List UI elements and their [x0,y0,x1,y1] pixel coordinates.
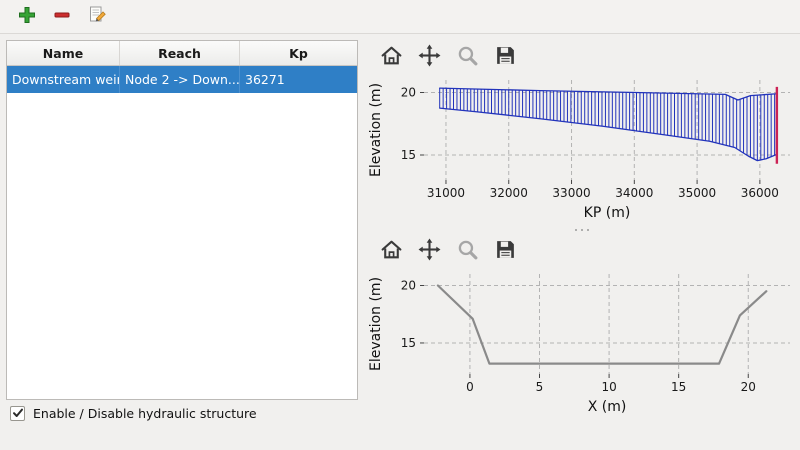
svg-text:35000: 35000 [678,186,716,200]
enable-structure-row: Enable / Disable hydraulic structure [10,406,257,421]
table-header: Name Reach Kp [7,41,357,66]
svg-text:33000: 33000 [552,186,590,200]
plus-icon [18,6,36,28]
pan-icon [418,238,441,265]
svg-text:5: 5 [536,380,544,394]
svg-text:15: 15 [401,336,416,350]
enable-structure-label: Enable / Disable hydraulic structure [33,406,257,421]
svg-text:20: 20 [401,86,416,100]
splitter-handle[interactable] [560,227,604,233]
svg-text:20: 20 [401,278,416,292]
longitudinal-profile-chart[interactable]: 31000 32000 33000 34000 35000 36000 15 20 KP (m)… [366,74,800,224]
svg-text:Elevation (m): Elevation (m) [368,83,384,177]
svg-text:X (m): X (m) [588,399,627,415]
svg-text:34000: 34000 [615,186,653,200]
column-header-reach[interactable]: Reach [120,41,240,65]
cross-section-chart[interactable]: 0 5 10 15 20 15 20 X (m) Elevation (m) [366,268,800,418]
svg-text:32000: 32000 [490,186,528,200]
minus-icon [53,6,71,28]
pan-button[interactable] [416,44,442,70]
longitudinal-profile-panel: 31000 32000 33000 34000 35000 36000 15 20 KP (m)… [366,40,800,224]
save-button[interactable] [492,44,518,70]
structures-table: Name Reach Kp Downstream weir Node 2 -> … [6,40,358,400]
table-row[interactable]: Downstream weir Node 2 -> Down... 36271 [7,66,357,93]
home-button[interactable] [378,44,404,70]
svg-text:KP (m): KP (m) [584,205,631,221]
profile-plot-toolbar [366,40,800,74]
pan-icon [418,44,441,71]
remove-structure-button[interactable] [51,6,73,28]
svg-text:15: 15 [401,148,416,162]
home-button[interactable] [378,238,404,264]
zoom-button[interactable] [454,238,480,264]
svg-text:20: 20 [741,380,756,394]
svg-text:36000: 36000 [741,186,779,200]
svg-text:Elevation (m): Elevation (m) [368,277,384,371]
cell-name: Downstream weir [7,66,120,93]
checkmark-icon [12,404,24,423]
column-header-name[interactable]: Name [7,41,120,65]
enable-structure-checkbox[interactable] [10,406,25,421]
edit-structure-button[interactable] [86,6,108,28]
save-button[interactable] [492,238,518,264]
pan-button[interactable] [416,238,442,264]
svg-text:0: 0 [466,380,474,394]
magnifier-icon [456,238,479,265]
cell-kp: 36271 [245,72,285,87]
home-icon [380,238,403,265]
zoom-button[interactable] [454,44,480,70]
svg-text:31000: 31000 [427,186,465,200]
main-toolbar [0,0,800,34]
save-icon [494,238,517,265]
edit-icon [88,5,107,28]
magnifier-icon [456,44,479,71]
cross-section-plot-toolbar [366,234,800,268]
save-icon [494,44,517,71]
svg-text:10: 10 [601,380,616,394]
add-structure-button[interactable] [16,6,38,28]
column-header-kp[interactable]: Kp [289,45,308,61]
cross-section-panel: 0 5 10 15 20 15 20 X (m) Elevation (m) [366,234,800,418]
svg-text:15: 15 [671,380,686,394]
home-icon [380,44,403,71]
cell-reach: Node 2 -> Down... [120,66,240,93]
